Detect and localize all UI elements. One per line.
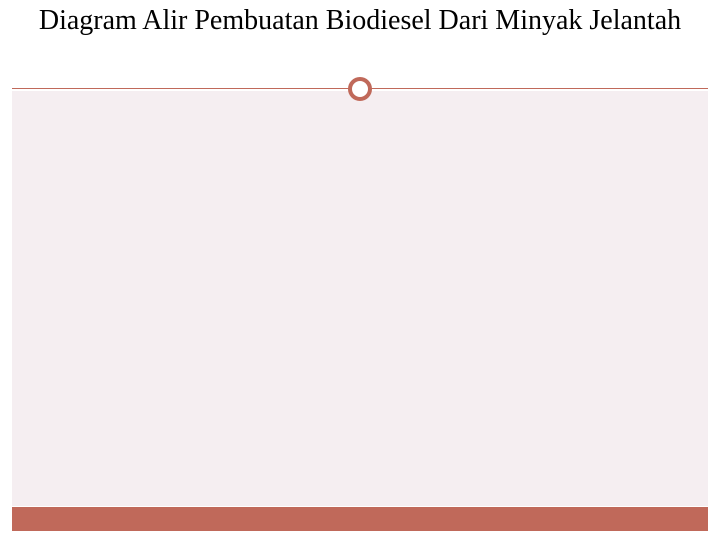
title-area: Diagram Alir Pembuatan Biodiesel Dari Mi…	[0, 0, 720, 37]
bottom-accent-bar	[12, 507, 708, 531]
slide-container: Diagram Alir Pembuatan Biodiesel Dari Mi…	[0, 0, 720, 540]
circle-decoration-icon	[348, 77, 372, 101]
content-area	[12, 91, 708, 506]
slide-title: Diagram Alir Pembuatan Biodiesel Dari Mi…	[20, 5, 700, 37]
